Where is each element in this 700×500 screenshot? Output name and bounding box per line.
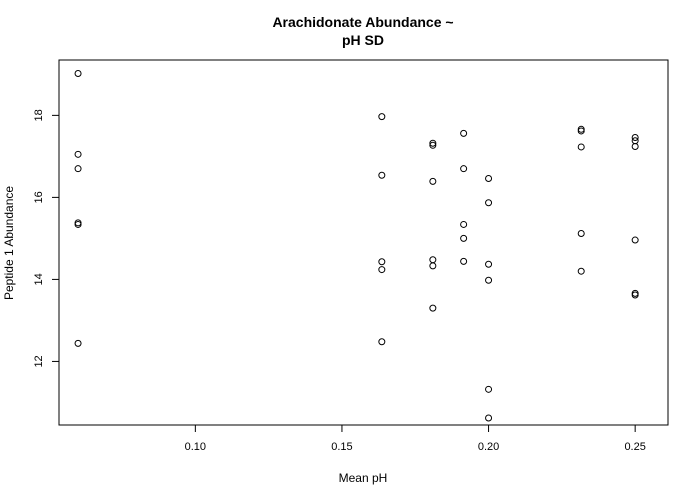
x-axis: 0.10 0.15 0.20 0.25 <box>185 425 646 453</box>
chart-title-line-1: Arachidonate Abundance ~ <box>272 14 453 30</box>
y-axis-label: Peptide 1 Abundance <box>2 186 16 300</box>
data-point <box>631 134 639 142</box>
data-point <box>74 150 82 158</box>
data-point <box>460 220 468 228</box>
data-point <box>74 339 82 347</box>
data-point <box>577 229 585 237</box>
x-tick-label: 0.20 <box>478 441 499 453</box>
y-tick-label: 14 <box>33 273 45 285</box>
data-point <box>485 385 493 393</box>
data-point <box>429 256 437 264</box>
y-axis: 12 14 16 18 <box>33 109 59 368</box>
data-point <box>631 236 639 244</box>
data-point <box>577 143 585 151</box>
data-point <box>74 220 82 228</box>
data-point <box>74 165 82 173</box>
data-point <box>429 141 437 149</box>
data-point <box>429 139 437 147</box>
data-point <box>378 258 386 266</box>
y-tick-label: 18 <box>33 109 45 121</box>
data-point <box>378 171 386 179</box>
x-tick-label: 0.10 <box>185 441 206 453</box>
data-point <box>485 199 493 207</box>
data-point <box>429 262 437 270</box>
data-point <box>631 143 639 151</box>
data-point <box>485 175 493 183</box>
data-point <box>460 165 468 173</box>
data-point <box>460 129 468 137</box>
data-point <box>460 234 468 242</box>
data-point <box>378 266 386 274</box>
data-point <box>378 113 386 121</box>
data-point <box>485 260 493 268</box>
data-point <box>429 177 437 185</box>
x-axis-label: Mean pH <box>339 471 388 485</box>
data-point <box>631 291 639 299</box>
data-point <box>485 414 493 422</box>
chart-title-line-2: pH SD <box>342 32 384 48</box>
data-point <box>460 257 468 265</box>
data-point <box>485 276 493 284</box>
data-point <box>577 267 585 275</box>
data-point <box>74 70 82 78</box>
data-point <box>429 304 437 312</box>
y-tick-label: 12 <box>33 355 45 367</box>
data-point <box>577 127 585 135</box>
y-tick-label: 16 <box>33 191 45 203</box>
plot-frame <box>58 59 669 426</box>
data-point <box>378 338 386 346</box>
x-tick-label: 0.15 <box>331 441 352 453</box>
data-points <box>74 70 639 422</box>
x-tick-label: 0.25 <box>624 441 645 453</box>
